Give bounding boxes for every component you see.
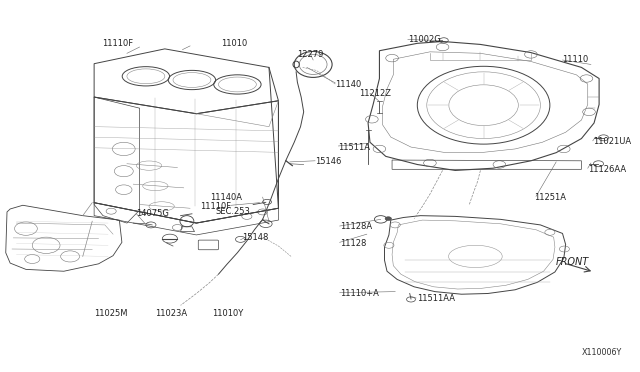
Text: SEC.253: SEC.253: [215, 208, 250, 217]
Text: 11002G: 11002G: [408, 35, 440, 44]
Text: 11110+A: 11110+A: [340, 289, 378, 298]
Text: 11025M: 11025M: [95, 310, 128, 318]
Text: 11128A: 11128A: [340, 222, 372, 231]
Text: 11128: 11128: [340, 239, 366, 248]
Text: 11140: 11140: [335, 80, 362, 89]
Text: 11010: 11010: [221, 39, 248, 48]
Text: 15146: 15146: [315, 157, 341, 166]
Text: 11140A: 11140A: [211, 193, 243, 202]
Text: 11021UA: 11021UA: [593, 137, 631, 146]
Text: 11212Z: 11212Z: [358, 89, 390, 98]
Text: 12279: 12279: [297, 50, 323, 59]
Text: 11251A: 11251A: [534, 193, 566, 202]
Text: 11023A: 11023A: [155, 310, 187, 318]
Text: 11511A: 11511A: [339, 142, 371, 151]
Text: 11010Y: 11010Y: [212, 310, 244, 318]
Text: 11110: 11110: [563, 55, 589, 64]
Text: 11110F: 11110F: [200, 202, 231, 211]
Text: 15148: 15148: [243, 233, 269, 243]
Circle shape: [385, 217, 392, 221]
Text: 11511AA: 11511AA: [417, 294, 455, 303]
Text: 11126AA: 11126AA: [588, 165, 626, 174]
Text: 14075G: 14075G: [136, 209, 170, 218]
Text: FRONT: FRONT: [556, 257, 589, 267]
Text: X110006Y: X110006Y: [582, 348, 623, 357]
Text: 11110F: 11110F: [102, 39, 133, 48]
